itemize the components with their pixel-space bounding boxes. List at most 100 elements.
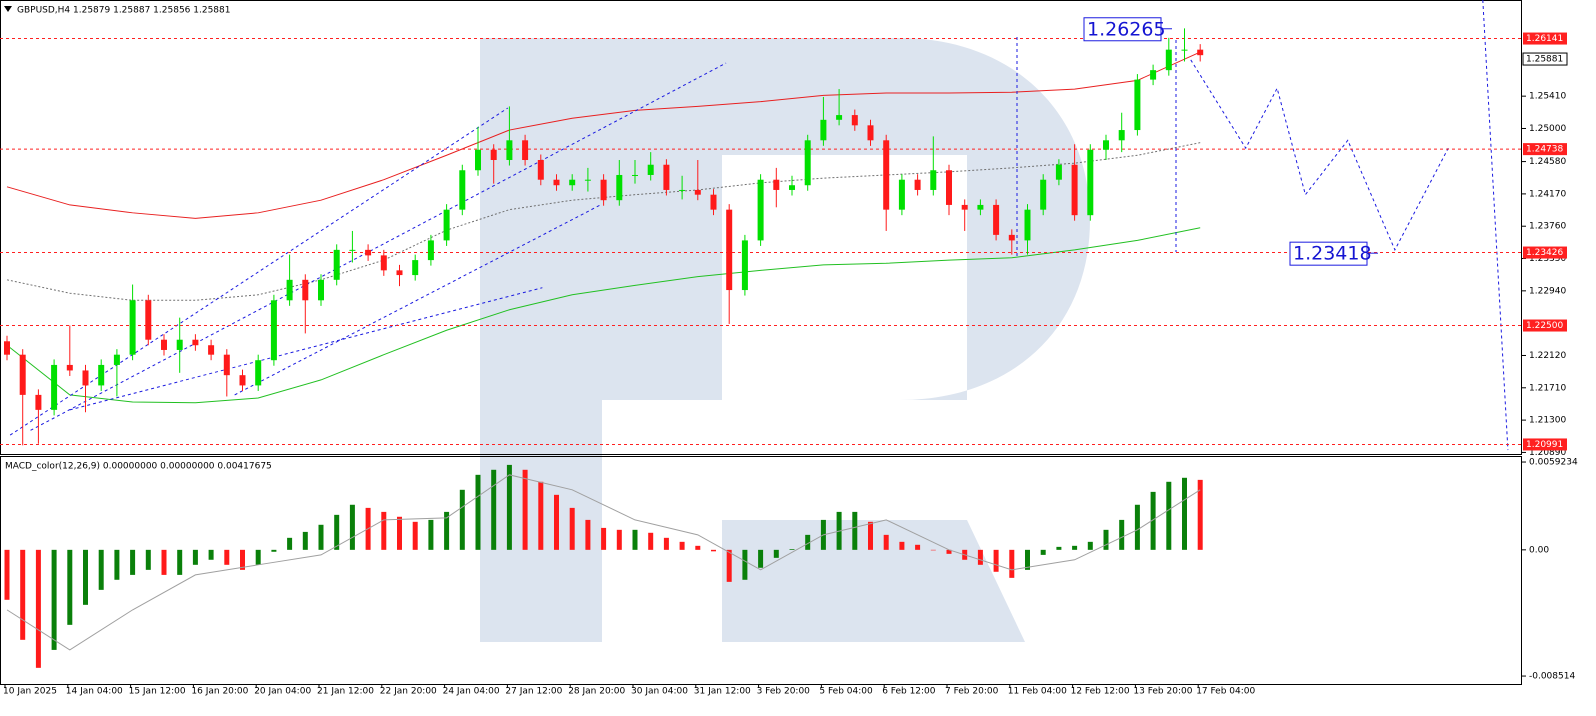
macd-bar xyxy=(334,514,340,550)
macd-bar xyxy=(192,549,198,565)
current-price-box xyxy=(1522,52,1568,66)
macd-bar xyxy=(459,489,465,550)
level-box xyxy=(1523,143,1567,156)
candle-body xyxy=(1197,49,1204,56)
candle-body xyxy=(396,270,403,276)
macd-bar xyxy=(679,541,685,550)
macd-bar xyxy=(899,541,905,550)
macd-bar xyxy=(161,549,167,575)
macd-bar xyxy=(805,534,811,550)
macd-bar xyxy=(302,531,308,550)
candle-body xyxy=(82,370,89,386)
level-box xyxy=(1523,438,1567,451)
candle-body xyxy=(616,174,623,201)
macd-bar xyxy=(915,544,921,550)
candle-body xyxy=(349,249,356,251)
y-tick-label: 1.25000 xyxy=(1529,124,1566,134)
macd-y-tick-label: -0.008514 xyxy=(1529,672,1575,682)
macd-bar xyxy=(1072,545,1078,550)
x-tick-label: 10 Jan 2025 xyxy=(3,687,57,697)
candle-body xyxy=(66,364,73,371)
candle-body xyxy=(4,341,10,355)
macd-signal xyxy=(6,474,1201,651)
level-label: 1.20991 xyxy=(1526,440,1563,450)
candle-body xyxy=(710,194,717,210)
macd-bar xyxy=(145,549,151,570)
candle-body xyxy=(1071,164,1078,216)
macd-bar xyxy=(67,549,73,625)
macd-bar xyxy=(1197,479,1203,550)
x-tick-label: 27 Jan 12:00 xyxy=(505,687,562,697)
candle-body xyxy=(490,149,497,161)
macd-bar xyxy=(412,521,418,550)
macd-bar xyxy=(742,549,748,580)
macd-bar xyxy=(1134,504,1140,550)
candle-body xyxy=(1181,49,1188,51)
macd-bar xyxy=(695,545,701,550)
overlay-line xyxy=(6,142,1201,301)
annotation-label: 1.26265 xyxy=(1087,18,1166,40)
y-tick-label: 1.23760 xyxy=(1529,222,1566,232)
y-tick-label: 1.20890 xyxy=(1529,448,1566,458)
main-panel xyxy=(0,0,1522,451)
candle-body xyxy=(1008,234,1015,241)
annotation-label: 1.23418 xyxy=(1293,243,1372,265)
level-label: 1.22500 xyxy=(1526,321,1563,331)
macd-bar xyxy=(1119,519,1125,550)
candle-body xyxy=(584,179,591,181)
candle-body xyxy=(1165,49,1172,71)
x-tick-label: 6 Feb 12:00 xyxy=(882,687,936,697)
candle-body xyxy=(757,179,764,241)
macd-bar xyxy=(632,529,638,550)
macd-bar xyxy=(789,549,795,550)
candle-body xyxy=(553,179,560,186)
candle-body xyxy=(851,115,858,126)
candle-body xyxy=(1103,140,1109,150)
x-tick-label: 20 Jan 04:00 xyxy=(254,687,311,697)
x-tick-label: 16 Jan 20:00 xyxy=(191,687,248,697)
candle-body xyxy=(192,339,199,346)
macd-bar xyxy=(35,549,41,668)
overlay-line xyxy=(6,51,1201,219)
candle-body xyxy=(600,179,607,201)
candle-body xyxy=(898,179,905,210)
macd-bar xyxy=(349,504,355,550)
macd-bar xyxy=(83,549,88,605)
macd-bar xyxy=(522,469,528,550)
macd-bar xyxy=(1040,549,1046,555)
macd-bar xyxy=(930,549,936,551)
macd-bar xyxy=(538,481,544,550)
candle-body xyxy=(223,354,230,376)
overlay-line xyxy=(6,227,1201,404)
candle-body xyxy=(1150,70,1157,80)
macd-bar xyxy=(977,549,983,565)
x-tick-label: 14 Jan 04:00 xyxy=(66,687,123,697)
candle-body xyxy=(255,360,262,386)
watermark xyxy=(480,38,1090,642)
candle-body xyxy=(726,209,733,291)
candle-body xyxy=(1087,149,1094,216)
macd-bar xyxy=(1166,481,1172,550)
y-tick-label: 1.24170 xyxy=(1529,189,1566,199)
candle-body xyxy=(333,249,340,280)
main-frame xyxy=(0,0,1522,455)
menu-icon[interactable] xyxy=(4,6,12,12)
x-tick-label: 11 Feb 04:00 xyxy=(1008,687,1067,697)
macd-bar xyxy=(475,474,481,550)
candle-body xyxy=(208,345,215,355)
candle-body xyxy=(632,174,638,176)
x-tick-label: 17 Feb 04:00 xyxy=(1196,687,1255,697)
candle-body xyxy=(1118,130,1125,141)
macd-bar xyxy=(711,549,716,552)
x-tick-label: 24 Jan 04:00 xyxy=(443,687,500,697)
candle-body xyxy=(1024,209,1031,241)
overlay-line xyxy=(234,204,601,396)
macd-bar xyxy=(1182,477,1187,550)
candle-body xyxy=(506,140,513,161)
macd-bar xyxy=(946,549,952,554)
macd-bar xyxy=(1056,546,1062,550)
macd-bar xyxy=(569,507,575,550)
x-tick-label: 22 Jan 20:00 xyxy=(380,687,437,697)
level-box xyxy=(1523,319,1567,332)
level-label: 1.26141 xyxy=(1526,34,1563,44)
